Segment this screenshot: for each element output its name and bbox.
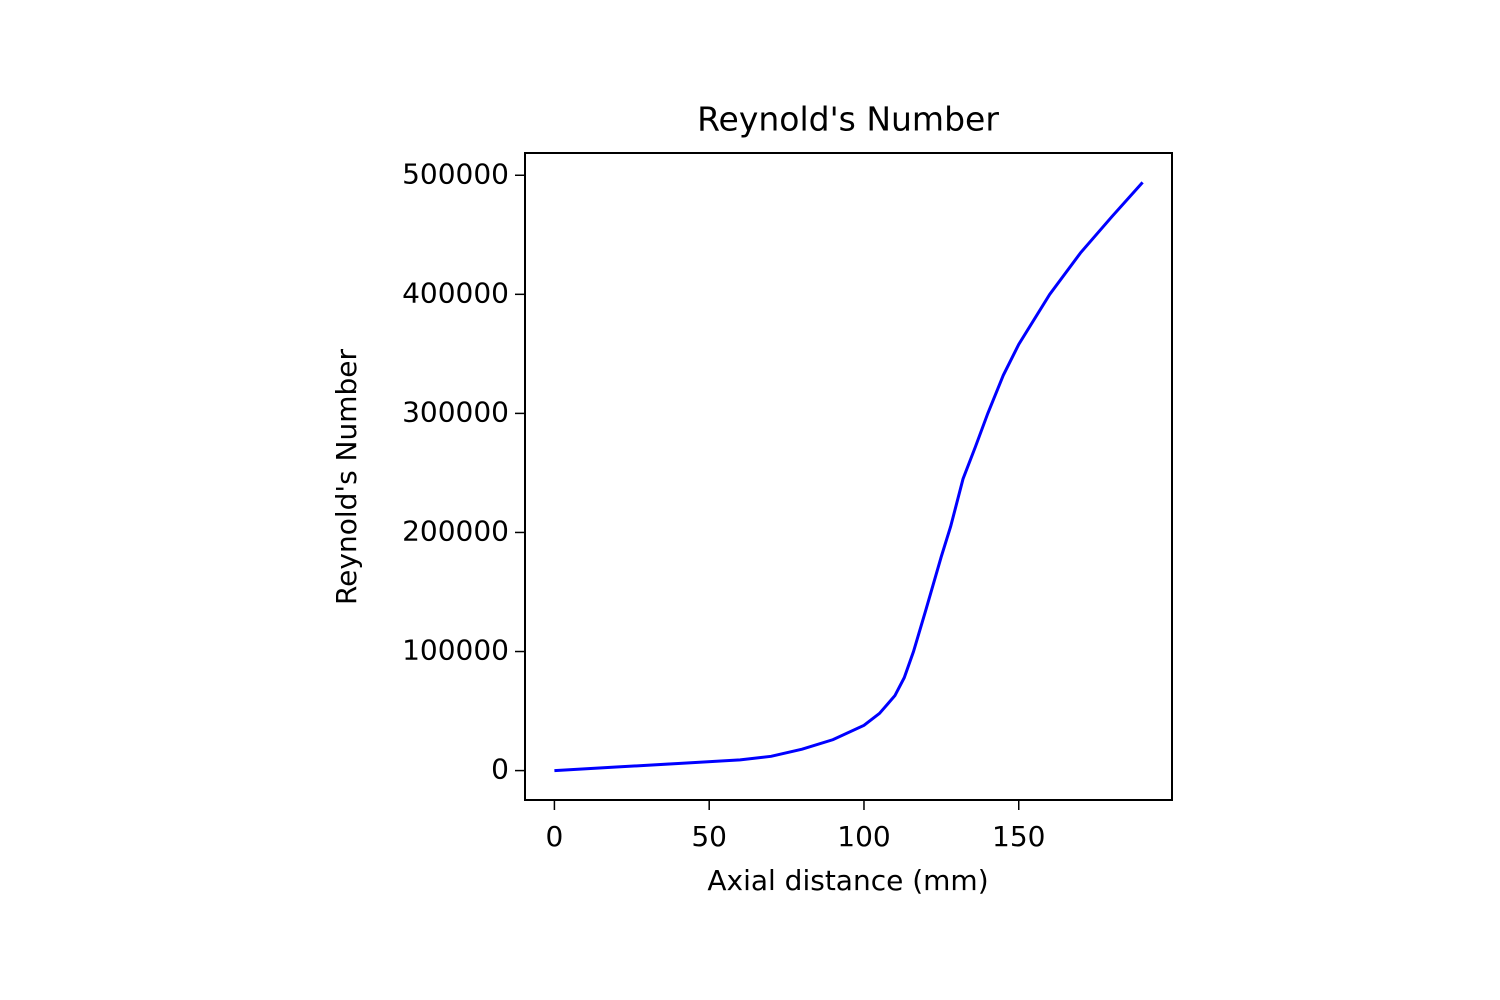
x-tick-label: 100 — [837, 820, 890, 853]
y-tick-label: 0 — [491, 753, 509, 786]
y-tick-label: 100000 — [402, 634, 509, 667]
data-line — [554, 181, 1144, 773]
y-tick-label: 400000 — [402, 276, 509, 309]
y-tick-label: 300000 — [402, 395, 509, 428]
chart-title: Reynold's Number — [697, 100, 999, 139]
y-tick-label: 500000 — [402, 157, 509, 190]
y-axis-label: Reynold's Number — [330, 348, 363, 605]
plot-frame — [524, 152, 1173, 801]
x-axis-label: Axial distance (mm) — [707, 864, 988, 897]
x-tick-label: 0 — [545, 820, 563, 853]
y-tick-label: 200000 — [402, 514, 509, 547]
x-tick-label: 150 — [992, 820, 1045, 853]
x-tick-label: 50 — [691, 820, 727, 853]
